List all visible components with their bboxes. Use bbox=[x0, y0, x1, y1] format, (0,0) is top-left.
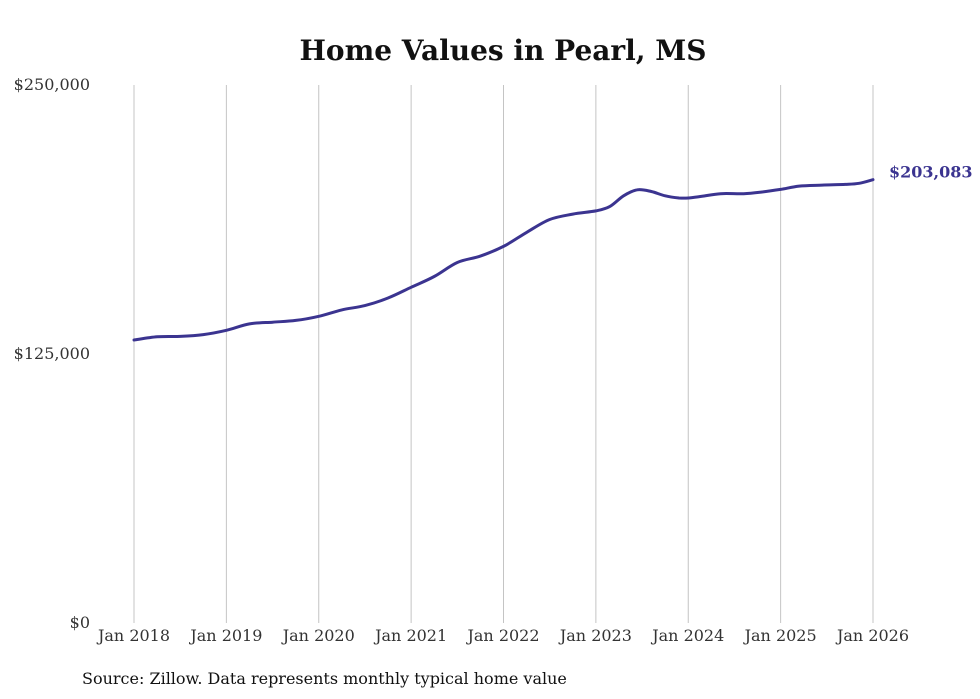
x-tick-label: Jan 2024 bbox=[650, 626, 724, 645]
x-tick-label: Jan 2022 bbox=[465, 626, 539, 645]
x-tick-label: Jan 2026 bbox=[835, 626, 909, 645]
x-tick-label: Jan 2023 bbox=[558, 626, 632, 645]
series-line bbox=[132, 178, 875, 342]
series-layer: $203,083 bbox=[132, 163, 973, 342]
x-tick-label: Jan 2025 bbox=[743, 626, 817, 645]
y-axis-tick-labels: $0 $125,000 $250,000 bbox=[14, 75, 90, 632]
chart-title: Home Values in Pearl, MS bbox=[299, 34, 706, 67]
x-tick-label: Jan 2019 bbox=[188, 626, 262, 645]
x-axis-tick-labels: Jan 2018 Jan 2019 Jan 2020 Jan 2021 Jan 2022… bbox=[96, 626, 909, 645]
y-tick-label: $125,000 bbox=[14, 344, 90, 363]
y-tick-label: $250,000 bbox=[14, 75, 90, 94]
gridlines bbox=[133, 85, 874, 623]
x-tick-label: Jan 2018 bbox=[96, 626, 170, 645]
x-tick-label: Jan 2020 bbox=[281, 626, 355, 645]
x-tick-label: Jan 2021 bbox=[373, 626, 447, 645]
series-end-label: $203,083 bbox=[889, 163, 973, 182]
source-note: Source: Zillow. Data represents monthly … bbox=[82, 669, 567, 688]
y-tick-label: $0 bbox=[70, 613, 90, 632]
